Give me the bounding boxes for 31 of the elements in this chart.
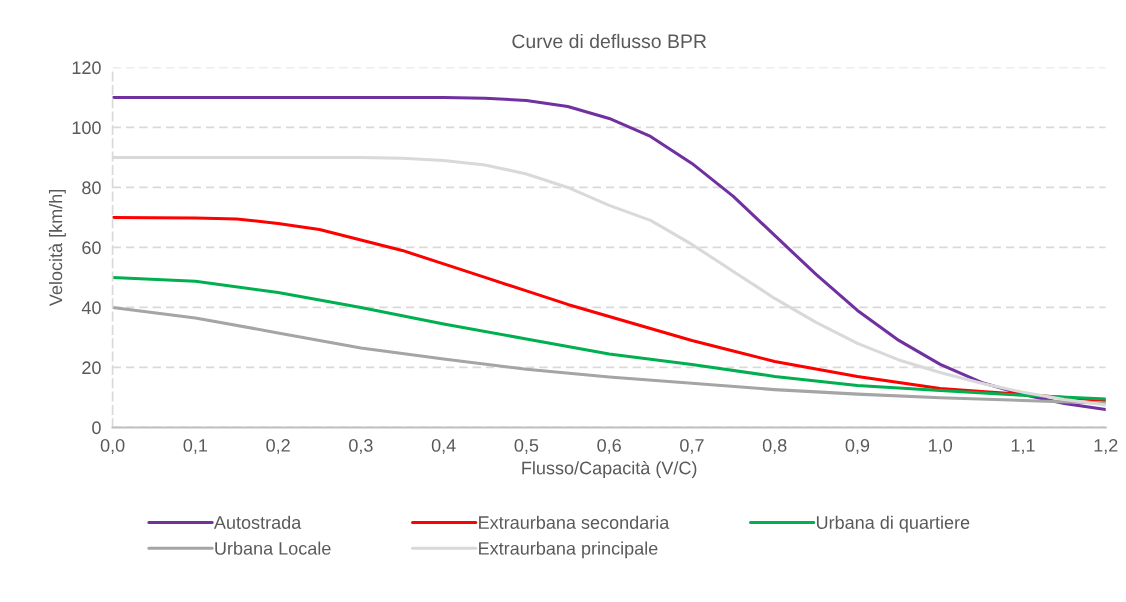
- y-tick-label: 0: [92, 421, 101, 435]
- y-axis-title: Velocità [km/h]: [48, 190, 66, 307]
- x-tick-label: 0,8: [762, 439, 787, 454]
- legend-label: Extraurbana principale: [479, 541, 658, 559]
- x-tick-label: 1,0: [929, 439, 953, 454]
- y-tick-label: 120: [72, 61, 101, 75]
- line-series: [112, 95, 1106, 411]
- legend-label: Urbana di quartiere: [816, 515, 970, 533]
- x-tick-label: 1,1: [1011, 439, 1035, 454]
- x-tick-label: 0,0: [100, 439, 125, 454]
- y-tick-label: 60: [82, 241, 101, 255]
- x-tick-label: 0,3: [349, 439, 373, 454]
- legend-label: Urbana Locale: [215, 541, 331, 555]
- y-tick-label: 20: [82, 361, 101, 375]
- y-tick-label: 40: [81, 301, 101, 315]
- x-tick-label: 0,4: [431, 439, 456, 454]
- x-tick-label: 1,2: [1094, 439, 1118, 454]
- x-tick-label: 0,2: [266, 439, 290, 454]
- legend-label: Autostrada: [213, 515, 302, 529]
- y-tick-label: 100: [72, 121, 101, 135]
- line-series: [112, 275, 1106, 401]
- x-axis-title: Flusso/Capacità (V/C): [522, 460, 697, 478]
- legend-label: Extraurbana secondaria: [479, 515, 670, 529]
- x-tick-label: 0,9: [845, 439, 870, 454]
- x-tick-label: 0,7: [680, 439, 704, 454]
- x-tick-label: 0,1: [183, 439, 208, 454]
- x-tick-label: 0,5: [514, 439, 539, 454]
- chart-title: Curve di deflusso BPR: [512, 33, 707, 49]
- y-tick-label: 80: [82, 181, 101, 195]
- line-series: [112, 305, 1106, 405]
- x-tick-label: 0,6: [597, 439, 621, 454]
